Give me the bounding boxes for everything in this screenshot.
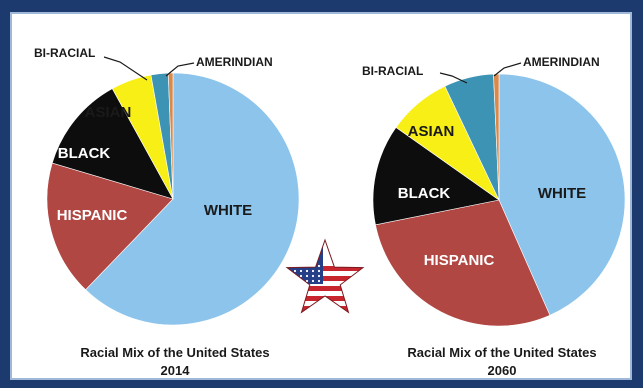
pie-slice-amerindian-2014: [167, 72, 174, 200]
slice-label-black-2014: BLACK: [58, 145, 111, 162]
pie-slice-black-2060: [372, 126, 500, 226]
slice-label-asian-2060: ASIAN: [408, 123, 455, 140]
slice-label-hispanic-2060: HISPANIC: [424, 252, 495, 269]
us-flag-star-icon: [285, 238, 365, 314]
slice-label-white-2014: WHITE: [204, 202, 252, 219]
callout-line-bi-racial-2014: [103, 56, 148, 81]
pie-slice-white-2014: [85, 72, 300, 326]
pie-chart-2014: WHITE HISPANIC BLACK ASIAN BI-RACIAL AMERINDI…: [34, 46, 300, 326]
pie-slice-hispanic-2060: [375, 199, 551, 327]
pie-chart-2060: WHITE HISPANIC BLACK ASIAN BI-RACIAL AMERINDI…: [362, 55, 626, 327]
callout-line-amerindian-2014: [165, 62, 195, 77]
caption-2014-title: Racial Mix of the United States: [80, 345, 269, 360]
slice-label-white-2060: WHITE: [538, 185, 586, 202]
pie-slice-hispanic-2014: [46, 162, 174, 291]
slice-label-black-2060: BLACK: [398, 185, 451, 202]
pie-slice-white-2060: [498, 73, 626, 316]
caption-2060-title: Racial Mix of the United States: [407, 345, 596, 360]
callout-line-bi-racial-2060: [439, 72, 468, 84]
callout-label-bi-racial-2014: BI-RACIAL: [34, 46, 95, 60]
slice-label-hispanic-2014: HISPANIC: [57, 207, 128, 224]
caption-2060-year: 2060: [488, 363, 517, 378]
callout-label-amerindian-2014: AMERINDIAN: [196, 55, 273, 69]
caption-2014-year: 2014: [161, 363, 191, 378]
callout-label-bi-racial-2060: BI-RACIAL: [362, 64, 423, 78]
callout-label-amerindian-2060: AMERINDIAN: [523, 55, 600, 69]
callout-line-amerindian-2060: [493, 62, 522, 77]
pie-slice-black-2014: [51, 88, 174, 200]
slice-label-asian-2014: ASIAN: [85, 104, 132, 121]
